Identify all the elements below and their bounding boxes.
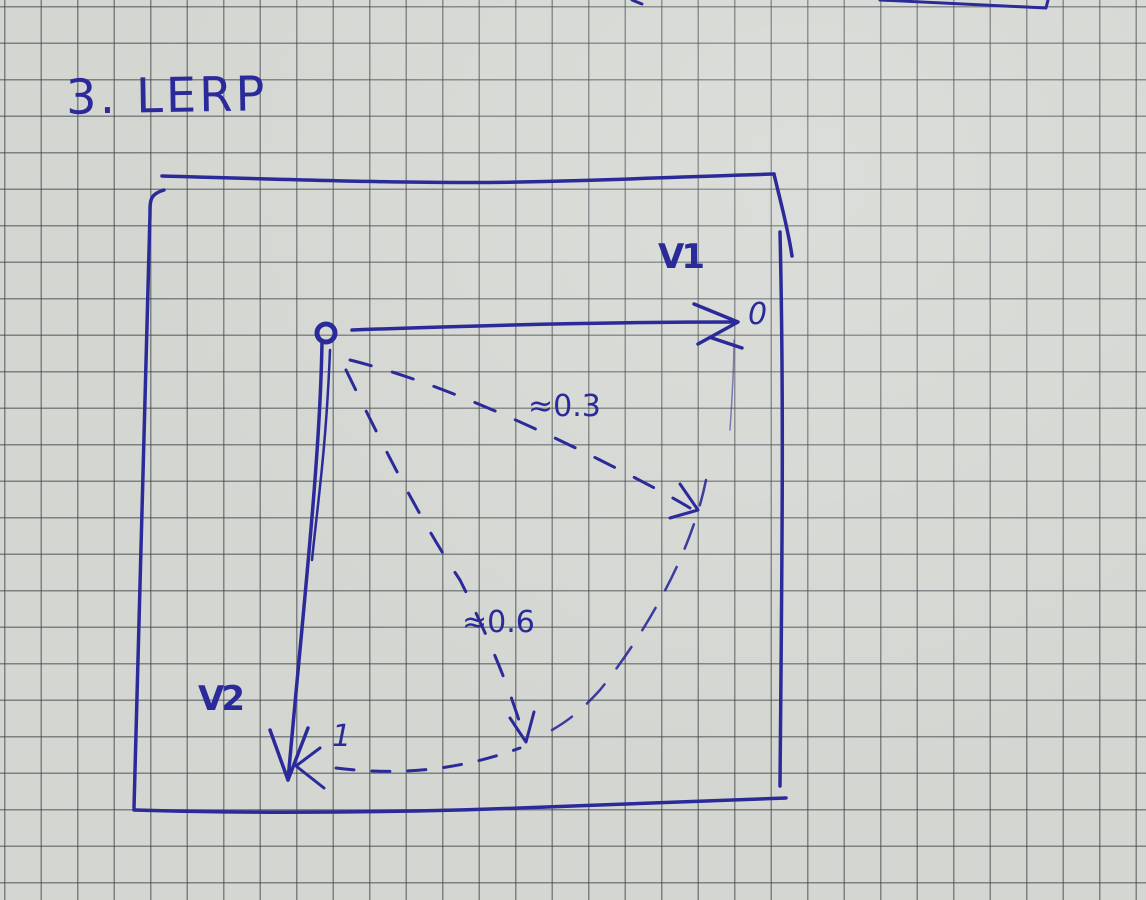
vector-v2-arrowhead xyxy=(268,726,310,782)
arc-bottom-side xyxy=(334,746,522,773)
page-title: 3. LERP xyxy=(65,66,268,126)
arc-right-side xyxy=(550,478,708,732)
frame-top-right-corner xyxy=(772,172,794,258)
arc-t1-arrowhead xyxy=(294,746,326,790)
origin-point xyxy=(314,321,338,345)
t06-label: ≈0.6 xyxy=(462,605,535,640)
vector-v1-arrowhead xyxy=(692,302,744,350)
vector-v1-label: V1 xyxy=(658,237,705,277)
t0-guide-stroke xyxy=(729,339,735,431)
top-edge-stroke xyxy=(630,0,644,6)
frame-top xyxy=(160,172,776,185)
arc-t03-arrowhead xyxy=(668,482,700,520)
arc-t0-to-t06 xyxy=(344,368,524,732)
vector-v2-shadow-stroke xyxy=(310,348,332,562)
top-edge-stroke xyxy=(878,0,1050,10)
t03-label: ≈0.3 xyxy=(528,389,601,424)
vector-v2 xyxy=(286,340,324,782)
t1-label: 1 xyxy=(332,719,352,754)
arc-t0-to-t03 xyxy=(348,358,692,510)
arc-t06-arrowhead xyxy=(508,710,536,744)
t0-label: 0 xyxy=(748,297,768,332)
frame-right xyxy=(778,230,785,788)
vector-v2-label: V2 xyxy=(198,679,245,719)
vector-v1 xyxy=(350,320,738,332)
frame-bottom xyxy=(132,796,788,814)
frame-left xyxy=(132,188,166,810)
